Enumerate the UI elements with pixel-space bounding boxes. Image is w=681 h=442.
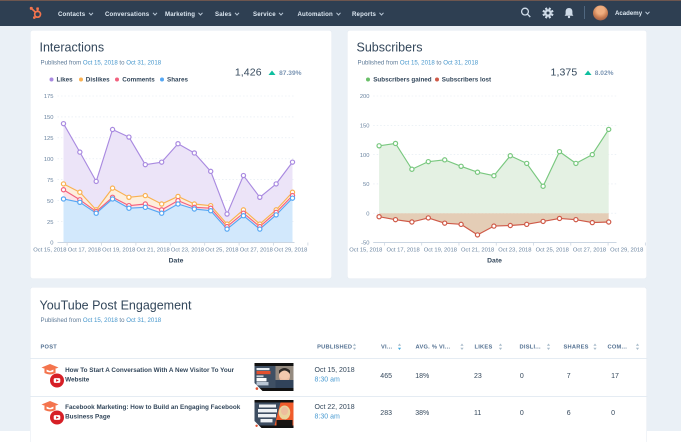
- svg-text:Oct 19, 2018: Oct 19, 2018: [424, 247, 457, 253]
- svg-text:Oct 21, 2018: Oct 21, 2018: [461, 247, 494, 253]
- svg-text:Oct 29, 2018: Oct 29, 2018: [274, 247, 307, 253]
- svg-text:Date: Date: [487, 257, 502, 264]
- svg-text:Oct 29, 2018: Oct 29, 2018: [610, 247, 643, 253]
- svg-text:0: 0: [50, 241, 53, 247]
- svg-text:125: 125: [44, 136, 54, 142]
- svg-text:150: 150: [360, 124, 370, 130]
- svg-text:Oct 21, 2018: Oct 21, 2018: [136, 247, 169, 253]
- svg-text:25: 25: [47, 220, 53, 226]
- svg-text:Oct 17, 2018: Oct 17, 2018: [386, 247, 419, 253]
- svg-text:Oct 27, 2018: Oct 27, 2018: [240, 247, 273, 253]
- svg-text:50: 50: [47, 199, 53, 205]
- svg-text:50: 50: [363, 182, 369, 188]
- svg-text:75: 75: [47, 178, 53, 184]
- svg-text:Oct 15, 2018: Oct 15, 2018: [349, 247, 382, 253]
- svg-text:Oct 19, 2018: Oct 19, 2018: [102, 247, 135, 253]
- svg-text:-50: -50: [361, 241, 369, 247]
- svg-text:Oct 27, 2018: Oct 27, 2018: [573, 247, 606, 253]
- svg-text:150: 150: [44, 115, 54, 121]
- svg-text:Oct 23, 2018: Oct 23, 2018: [171, 247, 204, 253]
- svg-text:Oct 17, 2018: Oct 17, 2018: [68, 247, 101, 253]
- svg-text:Oct 25, 2018: Oct 25, 2018: [536, 247, 569, 253]
- svg-text:Oct 23, 2018: Oct 23, 2018: [498, 247, 531, 253]
- svg-text:0: 0: [366, 211, 369, 217]
- svg-text:200: 200: [360, 94, 370, 100]
- svg-text:Date: Date: [169, 257, 184, 264]
- svg-text:Oct 15, 2018: Oct 15, 2018: [33, 247, 66, 253]
- svg-text:100: 100: [44, 157, 54, 163]
- svg-text:100: 100: [360, 153, 370, 159]
- svg-text:Oct 25, 2018: Oct 25, 2018: [205, 247, 238, 253]
- svg-text:175: 175: [44, 94, 54, 100]
